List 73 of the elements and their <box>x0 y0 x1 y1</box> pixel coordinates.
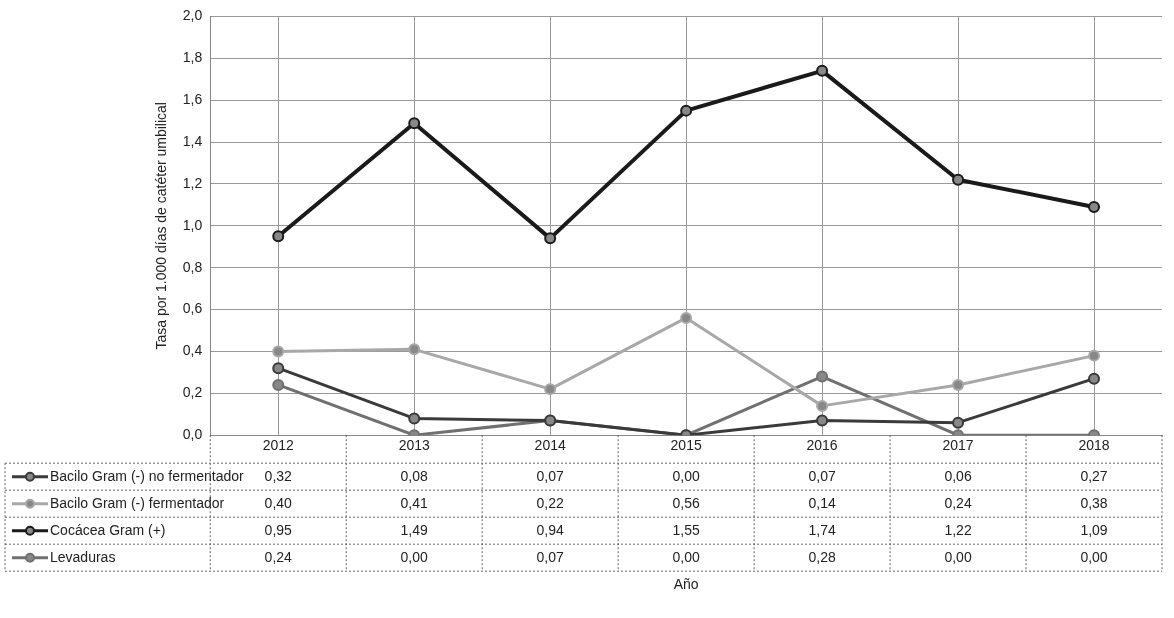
data-label: 1,09 <box>1080 521 1108 538</box>
data-label: 0,38 <box>1080 494 1108 511</box>
point <box>816 414 829 427</box>
legend-label: Levaduras <box>50 548 116 565</box>
point <box>1088 372 1101 385</box>
y-tick-label: 0,4 <box>182 342 203 359</box>
data-label: 0,41 <box>400 494 429 511</box>
data-label: 0,56 <box>672 494 700 511</box>
point <box>408 343 421 356</box>
y-tick-label: 1,6 <box>182 91 203 108</box>
y-tick-label: 0,6 <box>182 300 203 317</box>
legend-label: Bacilo Gram (-) fermentador <box>50 494 225 511</box>
point <box>952 173 965 186</box>
y-tick-label: 1,4 <box>182 132 203 149</box>
data-label: 0,24 <box>264 548 293 565</box>
y-tick-label: 1,8 <box>182 49 203 66</box>
point <box>272 362 285 375</box>
data-label: 0,40 <box>264 494 293 511</box>
data-label: 1,49 <box>400 521 429 538</box>
data-label: 0,94 <box>536 521 565 538</box>
point <box>816 399 829 412</box>
point <box>816 64 829 77</box>
point <box>680 104 693 117</box>
data-label: 0,07 <box>808 467 836 484</box>
x-tick-label: 2014 <box>534 437 566 454</box>
data-label: 0,00 <box>400 548 429 565</box>
x-tick-label: 2018 <box>1078 437 1110 454</box>
x-tick-label: 2017 <box>942 437 974 454</box>
data-label: 1,55 <box>672 521 700 538</box>
y-tick-label: 0,0 <box>182 426 203 443</box>
data-label: 0,28 <box>808 548 836 565</box>
point <box>272 378 285 391</box>
data-label: 1,74 <box>808 521 836 538</box>
point <box>1088 349 1101 362</box>
x-tick-label: 2013 <box>398 437 430 454</box>
point <box>544 383 557 396</box>
data-label: 0,24 <box>944 494 972 511</box>
data-label: 0,08 <box>400 467 429 484</box>
point <box>816 370 829 383</box>
text: Año <box>673 576 699 593</box>
point <box>272 345 285 358</box>
data-label: 0,95 <box>264 521 293 538</box>
point <box>408 412 421 425</box>
y-tick-label: 1,0 <box>182 216 203 233</box>
data-label: 0,00 <box>672 548 700 565</box>
point <box>952 378 965 391</box>
point <box>544 232 557 245</box>
point <box>408 117 421 130</box>
y-tick-label: 1,2 <box>182 174 203 191</box>
data-label: 0,00 <box>1080 548 1108 565</box>
data-label: 0,14 <box>808 494 836 511</box>
y-tick-label: 0,2 <box>182 384 203 401</box>
x-tick-label: 2016 <box>806 437 838 454</box>
x-tick-label: 2012 <box>262 437 295 454</box>
data-label: 1,22 <box>944 521 972 538</box>
y-tick-label: 2,0 <box>182 7 203 24</box>
point <box>952 416 965 429</box>
point <box>1088 200 1101 213</box>
legend-label: Bacilo Gram (-) no fermentador <box>50 467 245 484</box>
data-label: 0,07 <box>536 467 565 484</box>
point <box>680 311 693 324</box>
data-label: 0,06 <box>944 467 972 484</box>
data-label: 0,22 <box>536 494 565 511</box>
data-label: 0,00 <box>944 548 972 565</box>
data-label: 0,32 <box>264 467 293 484</box>
point <box>272 230 285 243</box>
data-label: 0,27 <box>1080 467 1108 484</box>
data-label: 0,07 <box>536 548 565 565</box>
x-tick-label: 2015 <box>670 437 702 454</box>
y-axis-title: Tasa por 1.000 días de catéter umbilical <box>153 102 170 350</box>
y-tick-label: 0,8 <box>182 258 203 275</box>
legend-label: Cocácea Gram (+) <box>50 521 166 538</box>
data-label: 0,00 <box>672 467 700 484</box>
